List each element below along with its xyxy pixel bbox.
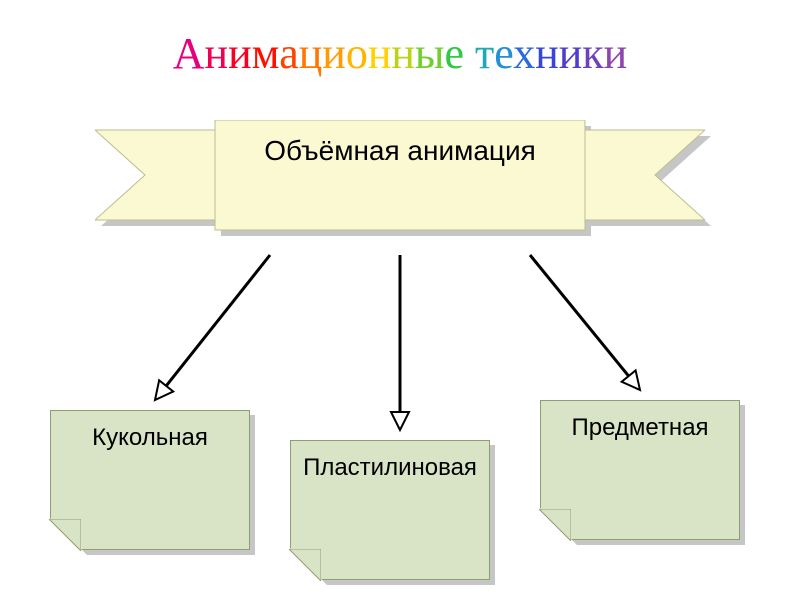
note-label: Пластилиновая — [290, 454, 490, 482]
note-label: Кукольная — [50, 424, 250, 452]
note-fold-icon — [289, 549, 321, 581]
page-title: Анимационные техники — [0, 28, 800, 79]
note-fold-icon — [49, 519, 81, 551]
banner-label: Объёмная анимация — [0, 135, 800, 167]
note-label: Предметная — [540, 414, 740, 442]
note-puppet: Кукольная — [50, 410, 250, 550]
note-object: Предметная — [540, 400, 740, 540]
note-fold-icon — [539, 509, 571, 541]
note-clay: Пластилиновая — [290, 440, 490, 580]
